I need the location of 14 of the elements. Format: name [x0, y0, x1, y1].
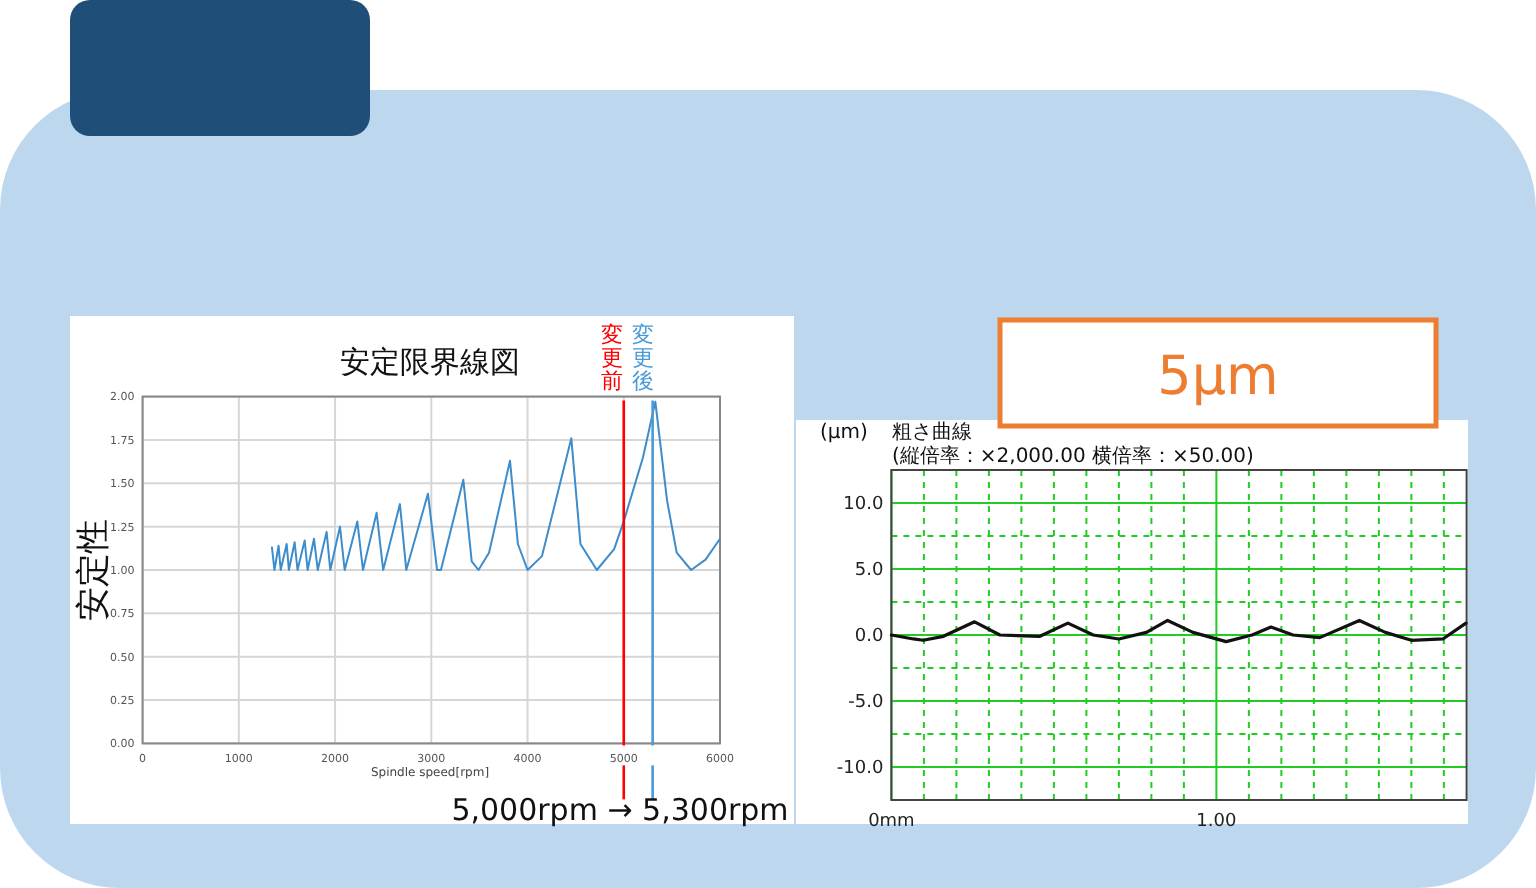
- chart-title: 粗さ曲線: [892, 420, 972, 444]
- text: 5,000rpm → 5,300rpm: [451, 792, 789, 828]
- x-tick-label: 0mm: [868, 812, 915, 832]
- chart-title: 安定限界線図: [340, 344, 520, 380]
- y-axis-title: (μm): [820, 422, 869, 444]
- y-tick-label: 10.0: [843, 495, 884, 516]
- ref-line-label: 変更前: [600, 322, 623, 395]
- y-tick-label: -5.0: [848, 693, 884, 714]
- y-tick-label: 5.0: [854, 561, 884, 582]
- ref-line-label: 変更後: [631, 322, 654, 395]
- y-tick-label: -10.0: [836, 759, 884, 780]
- chart-subtitle: (縦倍率：×2,000.00 横倍率：×50.00): [892, 444, 1254, 468]
- y-tick-label: 0.0: [854, 627, 884, 648]
- text: 5μm: [1157, 346, 1279, 408]
